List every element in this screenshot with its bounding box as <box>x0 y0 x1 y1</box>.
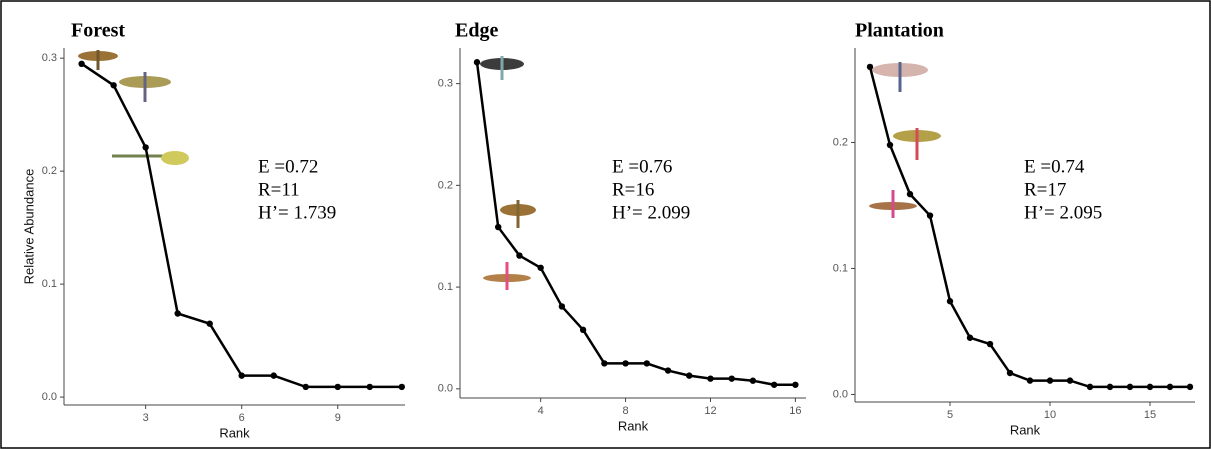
data-line <box>475 62 796 387</box>
dragonfly-icon <box>869 190 917 218</box>
dragonfly-icons <box>78 50 941 290</box>
x-tick-label: 16 <box>789 405 801 417</box>
data-point <box>1186 383 1194 391</box>
data-point <box>110 82 117 89</box>
data-point <box>601 360 608 367</box>
data-point <box>622 360 629 367</box>
x-tick-label: 9 <box>335 412 341 424</box>
data-point <box>495 223 502 231</box>
dragonfly-icon <box>112 151 189 165</box>
dragonfly-icon <box>483 262 531 290</box>
data-point <box>366 383 373 391</box>
data-point <box>1086 383 1094 391</box>
data-point <box>78 60 85 68</box>
data-point <box>1006 369 1014 377</box>
data-point <box>334 383 341 391</box>
x-tick-label: 4 <box>538 405 544 417</box>
annotation: H’= 1.739 <box>258 202 336 223</box>
data-point <box>398 383 405 391</box>
data-point <box>1066 377 1074 384</box>
data-point <box>516 252 523 259</box>
annotation: E =0.74 <box>1024 156 1085 177</box>
data-point <box>142 144 149 151</box>
annotation: E =0.72 <box>258 156 318 177</box>
y-tick-label: 0.1 <box>833 262 848 274</box>
data-point <box>1126 383 1134 391</box>
annotation: R=17 <box>1024 179 1066 200</box>
data-point <box>1106 383 1114 391</box>
x-tick-label: 8 <box>623 405 629 417</box>
x-tick-label: 5 <box>947 409 953 421</box>
x-tick-label: 12 <box>704 405 716 417</box>
x-axis-label: Rank <box>618 418 649 433</box>
dragonfly-icon <box>78 50 118 70</box>
y-axis-label: Relative Abundance <box>21 169 36 285</box>
y-tick-label: 0.0 <box>438 383 453 395</box>
x-tick-label: 10 <box>1044 409 1056 421</box>
data-point <box>792 381 799 388</box>
y-tick-label: 0.0 <box>42 391 57 403</box>
x-tick-label: 6 <box>239 412 245 424</box>
y-tick-label: 0.2 <box>833 136 848 148</box>
y-tick-label: 0.2 <box>42 165 57 177</box>
dragonfly-icon <box>893 128 941 160</box>
data-point <box>302 383 309 391</box>
data-point <box>664 367 672 374</box>
y-tick-label: 0.1 <box>42 278 57 290</box>
annotation: R=16 <box>612 179 654 200</box>
y-tick-label: 0.2 <box>438 179 453 191</box>
x-axis-label: Rank <box>1010 422 1041 437</box>
annotation: H’= 2.099 <box>612 202 690 223</box>
panel-title: Plantation <box>855 20 944 42</box>
data-point <box>946 298 954 305</box>
x-tick-label: 15 <box>1144 409 1156 421</box>
annotation: R=11 <box>258 179 300 200</box>
dragonfly-icon <box>872 62 928 92</box>
y-tick-label: 0.3 <box>438 78 453 90</box>
data-point <box>749 377 757 384</box>
annotation: E =0.76 <box>612 156 672 177</box>
data-point <box>1146 383 1154 391</box>
data-point <box>926 212 934 219</box>
y-tick-label: 0.0 <box>833 388 848 400</box>
data-point <box>986 340 994 348</box>
data-point <box>966 334 974 341</box>
data-point <box>770 381 778 388</box>
data-point <box>1166 383 1174 391</box>
x-tick-label: 3 <box>143 412 149 424</box>
panel-title: Forest <box>71 20 125 42</box>
panel-title: Edge <box>455 20 498 42</box>
data-point <box>643 360 650 367</box>
data-point <box>728 375 735 382</box>
dragonfly-icon <box>500 200 536 228</box>
dragonfly-icon <box>480 56 524 80</box>
data-point <box>1046 377 1054 384</box>
data-point <box>886 141 894 149</box>
data-point <box>206 320 213 327</box>
data-point <box>579 326 587 334</box>
data-point <box>473 59 481 66</box>
data-point <box>238 372 245 379</box>
data-point <box>270 372 277 379</box>
dragonfly-icon <box>119 72 171 102</box>
data-point <box>174 310 181 317</box>
y-tick-label: 0.1 <box>438 281 453 293</box>
data-point <box>558 303 566 310</box>
data-point <box>906 190 914 198</box>
annotation: H’= 2.095 <box>1024 202 1102 223</box>
data-point <box>537 264 544 271</box>
x-axis-label: Rank <box>219 425 250 440</box>
y-tick-label: 0.3 <box>42 52 57 64</box>
data-point <box>707 375 714 382</box>
data-point <box>1026 377 1034 384</box>
data-point <box>866 63 874 71</box>
data-point <box>686 372 693 379</box>
